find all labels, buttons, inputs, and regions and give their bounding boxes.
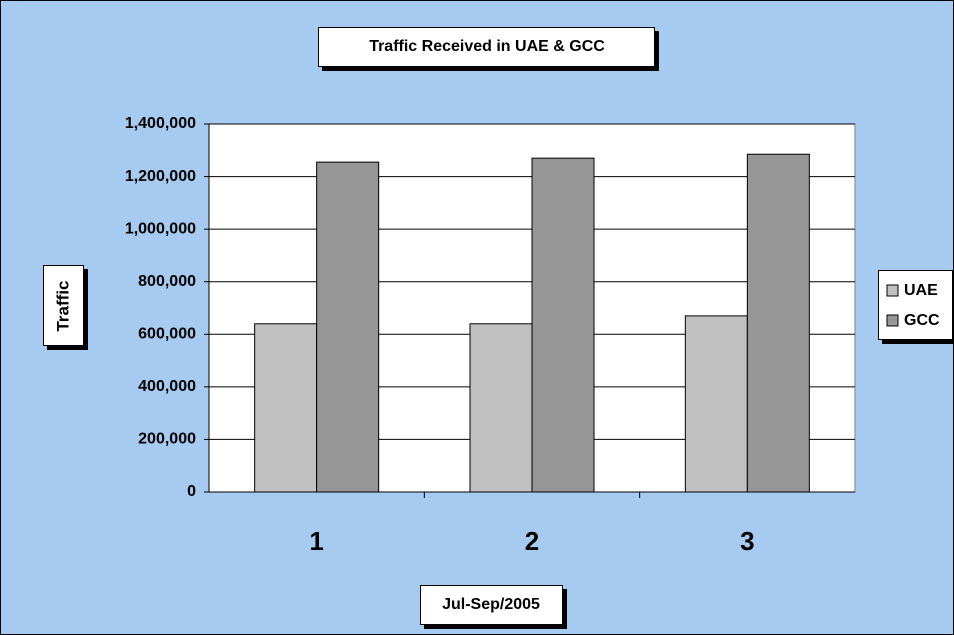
- legend-label: UAE: [904, 282, 938, 299]
- x-axis-label: Jul-Sep/2005: [442, 596, 540, 613]
- chart-title: Traffic Received in UAE & GCC: [369, 38, 605, 55]
- y-tick-label: 1,200,000: [125, 168, 196, 185]
- x-tick-label: 3: [740, 526, 754, 556]
- x-tick-label: 2: [525, 526, 539, 556]
- y-tick-label: 600,000: [138, 326, 196, 343]
- legend-swatch: [886, 284, 899, 297]
- y-tick-label: 1,000,000: [125, 220, 196, 237]
- bar: [316, 161, 380, 493]
- y-tick-label: 400,000: [138, 378, 196, 395]
- bar: [469, 323, 533, 493]
- bar: [746, 153, 810, 493]
- y-label-box: [43, 265, 84, 346]
- bar: [531, 157, 595, 493]
- bar: [254, 323, 318, 493]
- x-label-box: [420, 585, 563, 625]
- y-tick-label: 800,000: [138, 273, 196, 290]
- y-tick-label: 0: [187, 483, 196, 500]
- y-tick-label: 1,400,000: [125, 115, 196, 132]
- x-tick-label: 1: [309, 526, 323, 556]
- legend-box: [878, 270, 953, 340]
- y-tick-label: 200,000: [138, 431, 196, 448]
- legend-label: GCC: [904, 312, 940, 329]
- title-box: [318, 27, 655, 67]
- legend-swatch: [886, 314, 899, 327]
- y-axis-label: Traffic: [53, 280, 72, 331]
- bar: [684, 315, 748, 493]
